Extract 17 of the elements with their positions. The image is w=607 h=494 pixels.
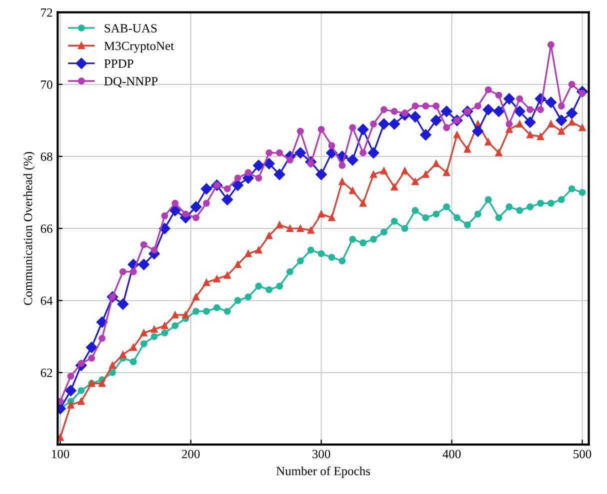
x-tick-label: 400 (442, 450, 461, 458)
x-tick-label: 100 (52, 450, 70, 458)
legend-label: SAB-UAS (104, 24, 157, 32)
y-axis-title: Communication Overhead (%) (23, 152, 35, 306)
legend-label: M3CryptoNet (104, 42, 174, 53)
y-tick-label: 64 (40, 296, 53, 305)
x-tick-label: 300 (312, 450, 330, 458)
legend-label: PPDP (104, 60, 134, 68)
y-tick-label: 70 (41, 80, 52, 89)
x-tick-label: 200 (182, 450, 200, 458)
x-axis-title: Number of Epochs (276, 466, 370, 478)
x-tick-label: 500 (574, 450, 592, 458)
y-tick-label: 68 (40, 152, 52, 161)
y-tick-label: 66 (40, 224, 52, 233)
legend-label: DQ-NNPP (104, 77, 158, 88)
y-tick-label: 72 (41, 8, 52, 17)
y-tick-label: 62 (40, 368, 52, 378)
